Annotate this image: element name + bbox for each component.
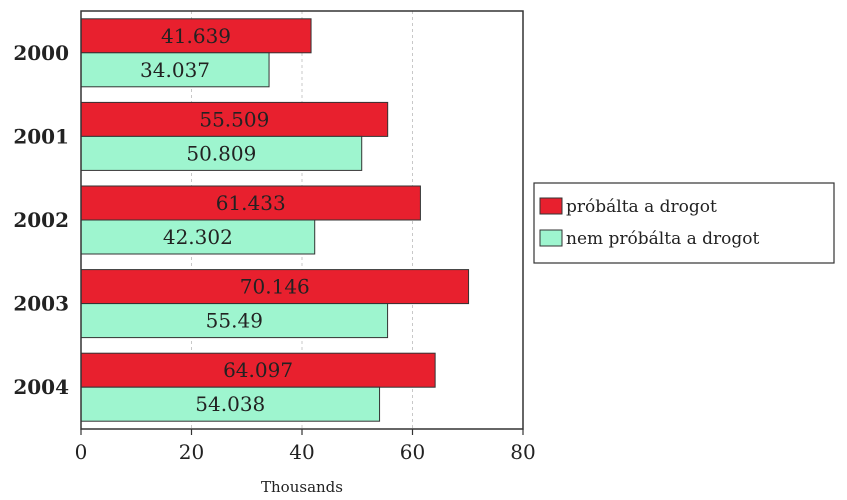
x-axis-title: Thousands <box>261 478 343 496</box>
bar-not-tried-2000 <box>80 52 270 88</box>
legend-label: nem próbálta a drogot <box>566 229 760 249</box>
data-label: 41.639 <box>161 24 231 48</box>
category-label: 2001 <box>13 124 69 148</box>
x-tick-label: 60 <box>400 440 425 464</box>
legend-label: próbálta a drogot <box>566 197 717 217</box>
x-tick-label: 0 <box>75 440 88 464</box>
bars <box>80 18 470 422</box>
legend: próbálta a drogot nem próbálta a drogot <box>533 182 835 264</box>
bar-not-tried-2002 <box>80 219 316 255</box>
category-label: 2002 <box>13 208 69 232</box>
legend-swatch <box>539 229 563 247</box>
data-label: 55.509 <box>199 107 269 131</box>
bar-tried-2002 <box>80 185 421 221</box>
category-label: 2000 <box>13 41 69 65</box>
category-label: 2003 <box>13 292 69 316</box>
data-label: 70.146 <box>240 275 310 299</box>
x-tick-label: 40 <box>289 440 314 464</box>
legend-frame <box>533 182 835 264</box>
category-label: 2004 <box>13 375 69 399</box>
data-label: 54.038 <box>195 392 265 416</box>
data-label: 50.809 <box>186 141 256 165</box>
x-tick-label: 80 <box>510 440 535 464</box>
data-label: 64.097 <box>223 358 293 382</box>
data-label: 55.49 <box>206 309 263 333</box>
data-label: 42.302 <box>163 225 233 249</box>
x-tick-label: 20 <box>179 440 204 464</box>
bar-not-tried-2004 <box>80 386 381 422</box>
legend-swatch <box>539 197 563 215</box>
bar-not-tried-2003 <box>80 303 389 339</box>
data-label: 61.433 <box>216 191 286 215</box>
bar-not-tried-2001 <box>80 135 363 171</box>
labels: 0 20 40 60 80 41.639 34.037 2000 55.509 50.809 200… <box>13 24 535 464</box>
data-label: 34.037 <box>140 58 210 82</box>
